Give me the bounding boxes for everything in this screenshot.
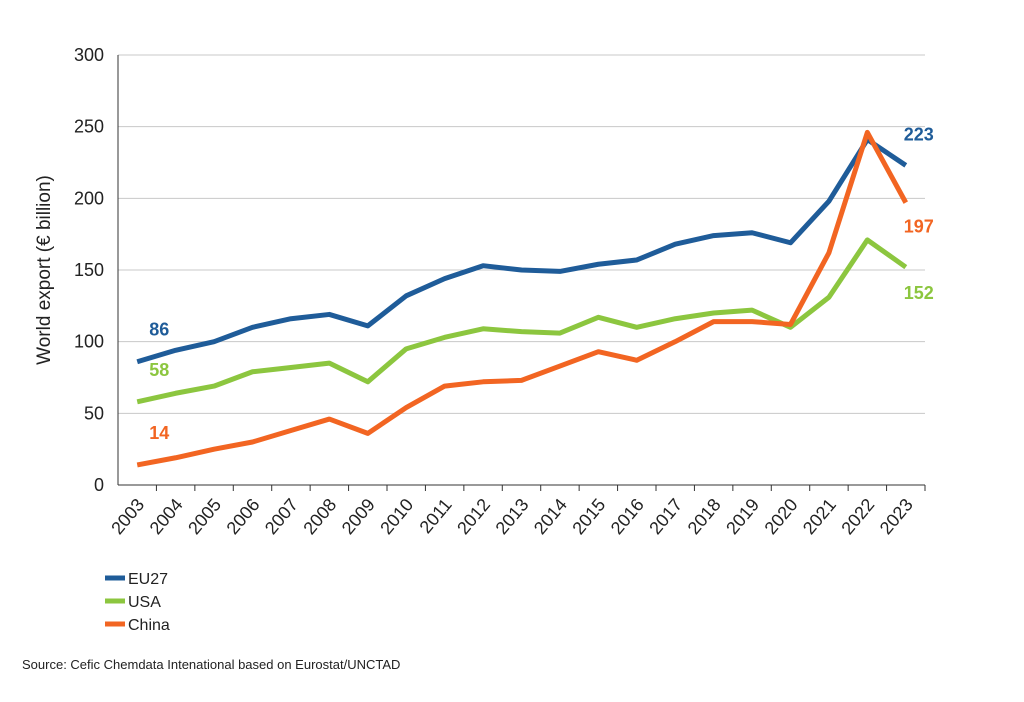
x-tick-label: 2021 <box>799 495 840 539</box>
series-line <box>136 129 908 468</box>
y-tick-label: 50 <box>84 403 104 423</box>
x-tick-label: 2014 <box>530 495 571 539</box>
x-tick-label: 2023 <box>876 495 917 539</box>
data-label: 152 <box>904 283 934 303</box>
x-tick-label: 2005 <box>184 495 225 539</box>
x-tick-label: 2007 <box>261 495 302 539</box>
y-tick-label: 0 <box>94 475 104 495</box>
y-tick-label: 100 <box>74 332 104 352</box>
legend-label: USA <box>128 594 161 611</box>
x-tick-label: 2022 <box>837 495 878 539</box>
y-tick-label: 300 <box>74 45 104 65</box>
x-tick-label: 2017 <box>645 495 686 539</box>
source-note: Source: Cefic Chemdata Intenational base… <box>22 657 400 672</box>
x-tick-label: 2018 <box>684 495 725 539</box>
data-label: 14 <box>149 423 169 443</box>
y-tick-label: 250 <box>74 117 104 137</box>
x-tick-label: 2011 <box>415 495 455 538</box>
data-label: 86 <box>149 320 169 340</box>
x-tick-label: 2009 <box>338 495 379 539</box>
y-axis-label: World export (€ billion) <box>34 175 55 365</box>
x-tick-label: 2004 <box>146 495 187 539</box>
x-tick-label: 2012 <box>453 495 494 539</box>
data-label: 223 <box>904 124 934 144</box>
x-tick-label: 2019 <box>722 495 763 539</box>
x-tick-label: 2016 <box>607 495 648 539</box>
y-tick-label: 200 <box>74 188 104 208</box>
x-tick-label: 2013 <box>492 495 533 539</box>
y-tick-label: 150 <box>74 260 104 280</box>
data-label: 58 <box>149 360 169 380</box>
x-tick-label: 2008 <box>299 495 340 539</box>
x-tick-label: 2006 <box>223 495 264 539</box>
x-tick-label: 2020 <box>761 495 802 539</box>
legend-label: EU27 <box>128 571 168 588</box>
data-label: 197 <box>904 217 934 237</box>
series-line <box>136 137 908 365</box>
x-tick-label: 2010 <box>376 495 417 539</box>
x-tick-label: 2015 <box>568 495 609 539</box>
legend-label: China <box>128 617 170 634</box>
x-tick-label: 2003 <box>107 495 148 539</box>
